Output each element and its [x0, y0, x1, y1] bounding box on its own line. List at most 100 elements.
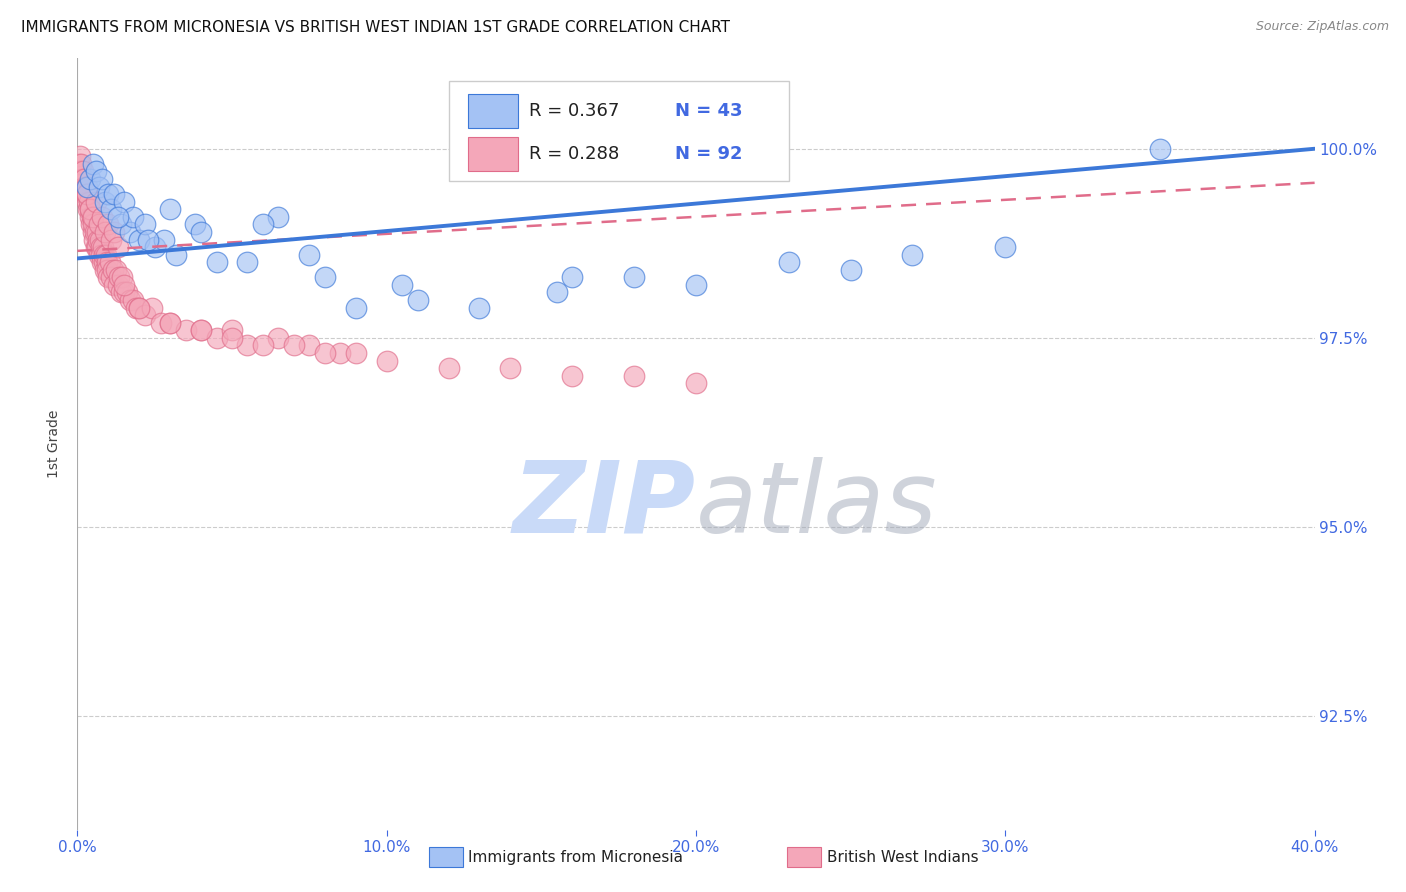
Text: British West Indians: British West Indians	[827, 850, 979, 864]
Point	[87, 247, 110, 261]
Point	[89, 233, 111, 247]
Point	[72, 164, 94, 178]
Point	[76, 187, 98, 202]
Point	[314, 270, 336, 285]
Point	[94, 262, 117, 277]
Point	[69, 149, 91, 163]
Text: R = 0.367: R = 0.367	[529, 102, 619, 120]
Point	[93, 255, 115, 269]
Point	[100, 202, 122, 217]
Point	[98, 255, 121, 269]
Point	[205, 255, 228, 269]
Point	[141, 301, 163, 315]
Point	[221, 323, 243, 337]
Point	[107, 240, 129, 254]
Point	[267, 331, 290, 345]
Point	[101, 262, 124, 277]
Point	[103, 277, 125, 292]
Point	[70, 172, 93, 186]
Point	[122, 293, 145, 307]
Point	[252, 338, 274, 352]
Point	[111, 270, 134, 285]
Point	[94, 247, 117, 261]
Point	[82, 157, 104, 171]
Point	[105, 262, 127, 277]
Point	[91, 240, 114, 254]
Point	[79, 210, 101, 224]
Point	[778, 255, 800, 269]
Point	[112, 285, 135, 300]
Text: IMMIGRANTS FROM MICRONESIA VS BRITISH WEST INDIAN 1ST GRADE CORRELATION CHART: IMMIGRANTS FROM MICRONESIA VS BRITISH WE…	[21, 20, 730, 35]
Point	[128, 233, 150, 247]
Point	[90, 247, 112, 261]
Point	[70, 157, 93, 171]
Point	[159, 316, 181, 330]
Point	[375, 353, 398, 368]
Point	[77, 194, 100, 209]
Point	[73, 172, 96, 186]
Point	[86, 225, 108, 239]
Text: ZIP: ZIP	[513, 457, 696, 554]
Point	[184, 218, 207, 232]
Point	[87, 233, 110, 247]
Point	[149, 316, 172, 330]
Point	[76, 194, 98, 209]
Point	[159, 202, 181, 217]
Point	[298, 247, 321, 261]
Point	[623, 368, 645, 383]
Point	[298, 338, 321, 352]
Point	[97, 270, 120, 285]
Point	[118, 225, 141, 239]
Point	[994, 240, 1017, 254]
Point	[96, 262, 118, 277]
Point	[79, 202, 101, 217]
Point	[115, 285, 138, 300]
Point	[107, 210, 129, 224]
Point	[91, 255, 114, 269]
Text: atlas: atlas	[696, 457, 938, 554]
Point	[97, 187, 120, 202]
Y-axis label: 1st Grade: 1st Grade	[48, 409, 62, 478]
Point	[190, 225, 212, 239]
Point	[314, 346, 336, 360]
FancyBboxPatch shape	[468, 94, 517, 128]
Point	[76, 187, 98, 202]
Point	[79, 202, 101, 217]
Point	[165, 247, 187, 261]
Point	[134, 218, 156, 232]
Point	[128, 301, 150, 315]
Point	[221, 331, 243, 345]
Point	[1149, 142, 1171, 156]
Point	[103, 225, 125, 239]
Point	[80, 210, 103, 224]
Point	[125, 301, 148, 315]
Point	[76, 179, 98, 194]
Point	[75, 187, 96, 202]
Point	[190, 323, 212, 337]
Point	[84, 164, 107, 178]
Point	[103, 187, 125, 202]
Point	[110, 218, 132, 232]
Point	[252, 218, 274, 232]
Point	[329, 346, 352, 360]
Point	[236, 338, 259, 352]
Point	[87, 179, 110, 194]
Point	[685, 376, 707, 391]
Point	[82, 225, 104, 239]
Point	[67, 157, 90, 171]
Point	[138, 233, 160, 247]
Point	[82, 210, 104, 224]
Point	[344, 301, 367, 315]
Point	[93, 247, 115, 261]
Point	[86, 240, 108, 254]
Point	[283, 338, 305, 352]
Point	[159, 316, 181, 330]
Point	[267, 210, 290, 224]
Point	[112, 277, 135, 292]
FancyBboxPatch shape	[449, 81, 789, 181]
Point	[69, 164, 91, 178]
Point	[623, 270, 645, 285]
Point	[546, 285, 568, 300]
Point	[112, 194, 135, 209]
Point	[84, 225, 107, 239]
